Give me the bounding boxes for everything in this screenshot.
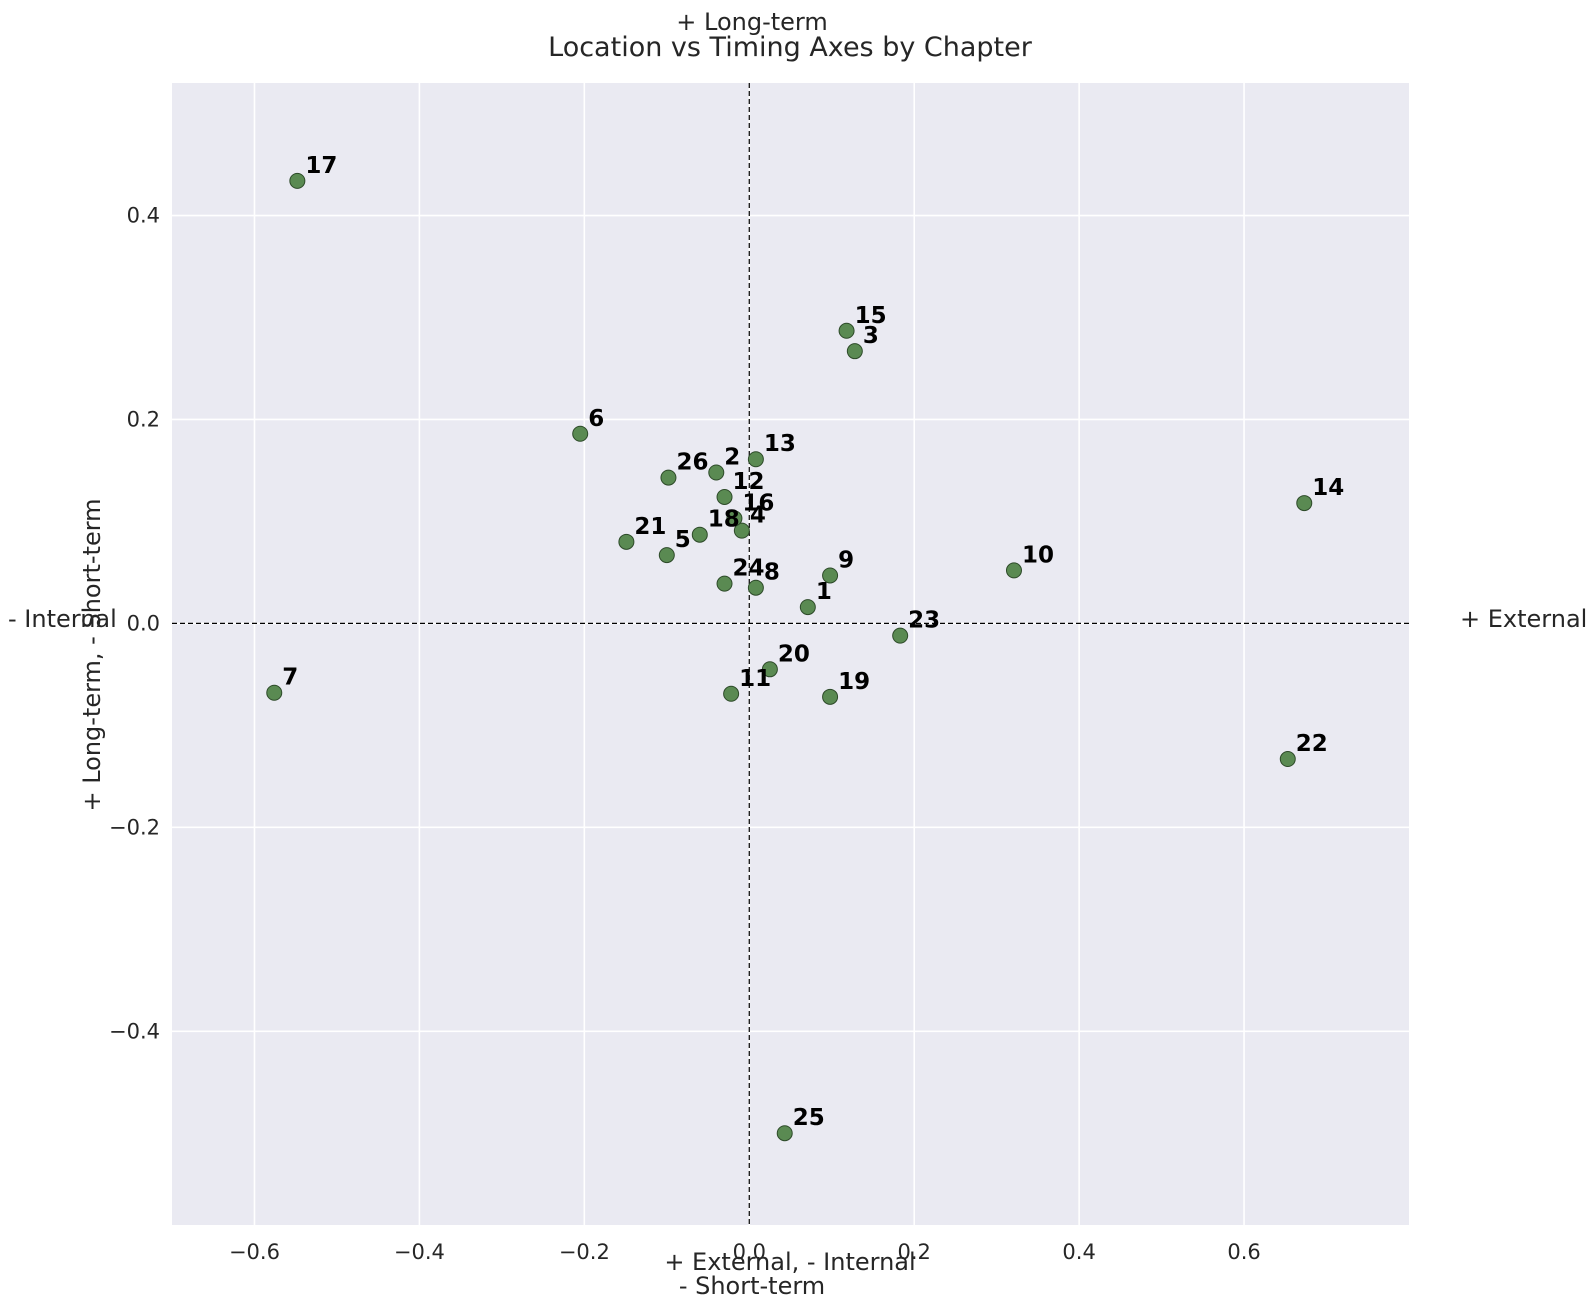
data-point: [716, 488, 733, 505]
data-point: [776, 1125, 793, 1142]
x-tick-label: 0.2: [897, 1240, 930, 1264]
y-axis-label: + Long-term, - Short-term: [78, 498, 106, 811]
data-point: [747, 451, 764, 468]
data-point: [799, 599, 816, 616]
y-tick-label: 0.2: [127, 407, 160, 431]
quadrant-label-bottom: - Short-term: [679, 1272, 825, 1300]
data-point-label: 5: [675, 527, 691, 553]
data-point-label: 13: [764, 431, 796, 457]
data-point-label: 3: [863, 323, 879, 349]
x-tick-labels: −0.6 −0.4 −0.2 0.0 0.2 0.4 0.6: [229, 1240, 1261, 1264]
data-point: [618, 533, 635, 550]
chart-title: Location vs Timing Axes by Chapter: [548, 32, 1033, 63]
data-point: [289, 172, 306, 189]
y-tick-label: −0.4: [109, 1019, 160, 1043]
data-point-label: 16: [742, 490, 774, 516]
data-point-label: 17: [305, 153, 337, 179]
quadrant-label-right: + External: [1460, 605, 1587, 633]
y-tick-label: 0.4: [127, 204, 160, 228]
x-tick-label: 0.6: [1227, 1240, 1260, 1264]
data-point-label: 2: [724, 445, 740, 471]
data-point-label: 19: [838, 669, 870, 695]
data-point-label: 12: [733, 469, 765, 495]
data-point: [660, 469, 677, 486]
data-point-label: 10: [1022, 542, 1054, 568]
data-point-label: 20: [778, 641, 810, 667]
x-tick-label: −0.4: [394, 1240, 445, 1264]
data-point: [846, 343, 863, 360]
data-point: [733, 522, 750, 539]
data-point-label: 14: [1312, 475, 1344, 501]
data-point-label: 23: [908, 608, 940, 634]
data-point: [708, 464, 725, 481]
quadrant-label-left: - Internal: [8, 605, 117, 633]
data-point-label: 18: [708, 507, 740, 533]
data-point-label: 24: [733, 556, 765, 582]
data-point-label: 15: [855, 303, 887, 329]
data-point-label: 6: [588, 406, 604, 432]
data-point: [691, 526, 708, 543]
x-tick-label: −0.2: [559, 1240, 610, 1264]
data-point: [761, 661, 778, 678]
x-axis-label: + External, - Internal: [664, 1248, 915, 1276]
data-point: [892, 627, 909, 644]
plot-area: [172, 83, 1409, 1225]
data-point-label: 21: [634, 514, 666, 540]
data-point: [572, 425, 589, 442]
data-point-label: 1: [816, 579, 832, 605]
data-point: [726, 510, 743, 527]
data-point-label: 8: [764, 560, 780, 586]
data-point: [1005, 562, 1022, 579]
x-tick-label: −0.6: [229, 1240, 280, 1264]
data-point: [822, 567, 839, 584]
y-tick-label: 0.0: [127, 611, 160, 635]
data-point: [822, 688, 839, 705]
data-point: [723, 685, 740, 702]
data-point: [716, 575, 733, 592]
x-tick-label: 0.4: [1062, 1240, 1095, 1264]
data-point-label: 9: [838, 547, 854, 573]
x-tick-label: 0.0: [733, 1240, 766, 1264]
data-point: [747, 579, 764, 596]
data-point-label: 25: [793, 1105, 825, 1131]
x-grid: [253, 83, 1245, 1225]
scatter-points: [266, 172, 1313, 1142]
data-point-label: 22: [1296, 731, 1328, 757]
data-point-label: 7: [282, 665, 298, 691]
data-point-label: 4: [750, 503, 766, 529]
data-point: [658, 547, 675, 564]
data-point-label: 26: [676, 450, 708, 476]
y-tick-label: −0.2: [109, 815, 160, 839]
data-point: [1279, 751, 1296, 768]
data-point: [266, 684, 283, 701]
quadrant-label-top: + Long-term: [676, 8, 827, 36]
y-tick-labels: −0.4 −0.2 0.0 0.2 0.4: [109, 204, 160, 1044]
data-point: [838, 322, 855, 339]
data-point: [1296, 495, 1313, 512]
data-point-label: 11: [739, 666, 771, 692]
